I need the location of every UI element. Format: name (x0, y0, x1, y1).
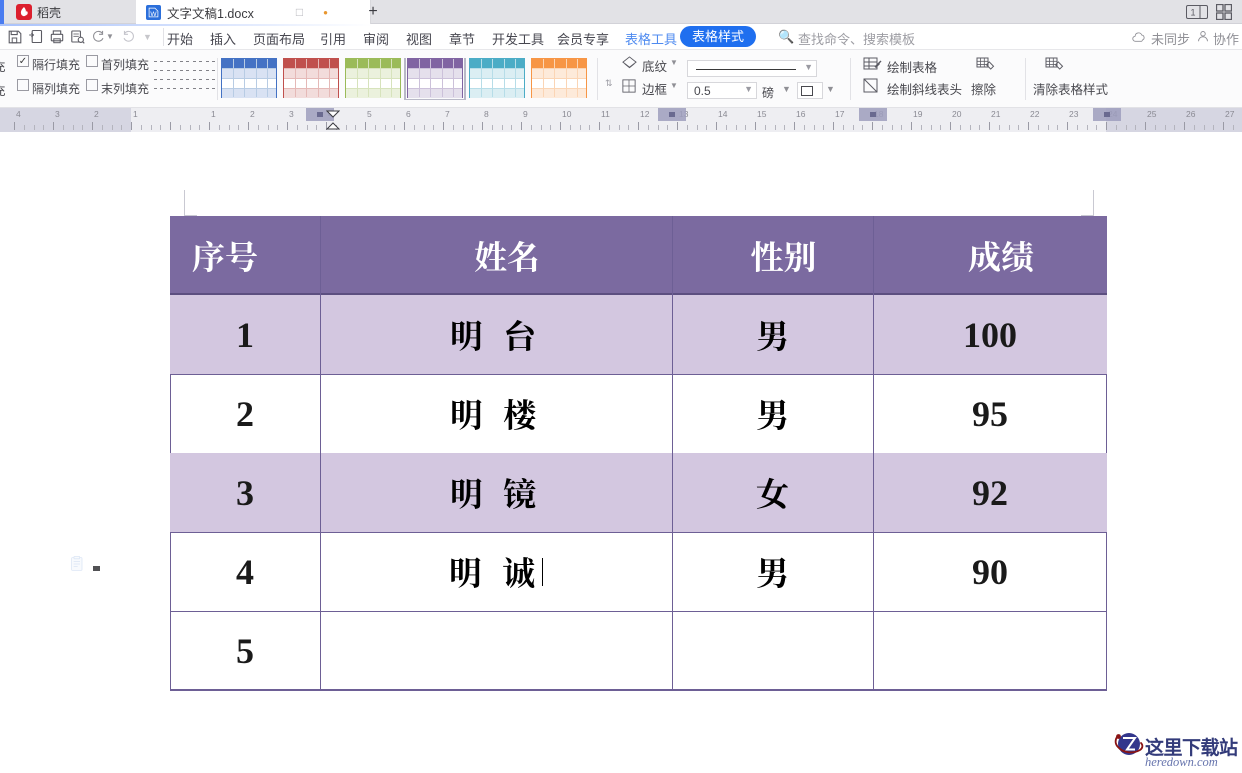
svg-text:W: W (150, 10, 157, 17)
svg-text:1: 1 (1190, 8, 1195, 18)
svg-text:heredown.com: heredown.com (1145, 755, 1218, 769)
